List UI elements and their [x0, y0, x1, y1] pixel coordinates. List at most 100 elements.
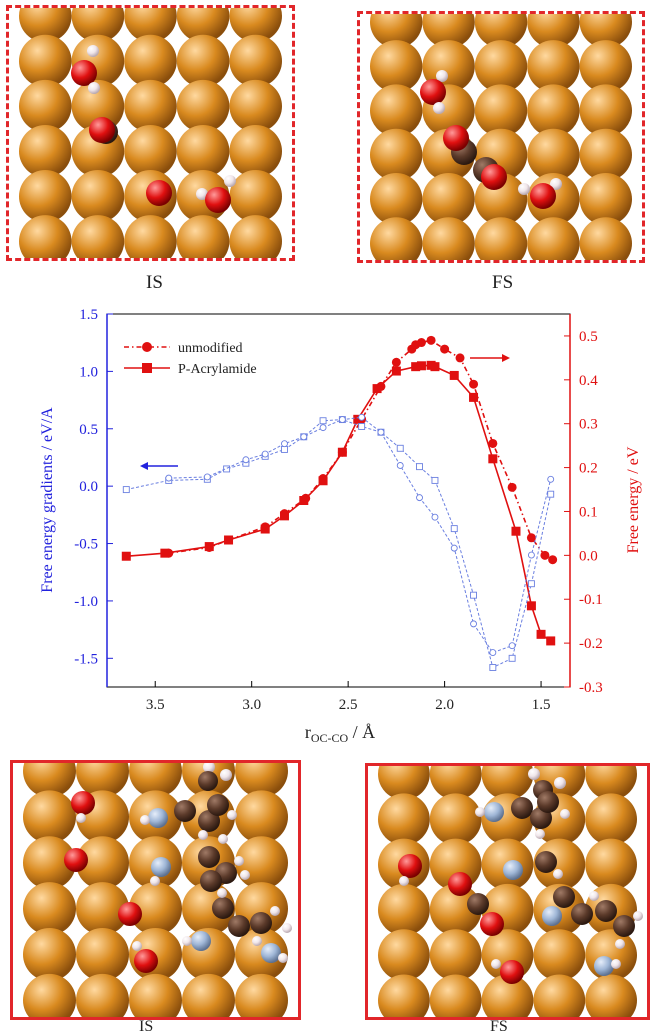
- data-point: [416, 338, 426, 348]
- copper-atom: [585, 766, 637, 800]
- top-right-slab: [360, 14, 642, 260]
- data-point: [358, 423, 366, 430]
- copper-atom: [370, 172, 423, 226]
- data-point: [450, 525, 458, 533]
- copper-atom: [19, 215, 72, 258]
- data-point: [526, 533, 536, 543]
- oxygen-atom: [146, 180, 172, 206]
- nitrogen-atom: [484, 802, 504, 822]
- data-point: [547, 490, 555, 498]
- copper-atom: [579, 128, 632, 182]
- data-point: [489, 649, 497, 657]
- copper-atom: [23, 836, 76, 890]
- x-tick-label: 3.0: [242, 697, 261, 713]
- data-point: [416, 463, 423, 471]
- copper-atom: [481, 766, 534, 800]
- nitrogen-atom: [261, 943, 281, 963]
- y-right-tick-label: 0.4: [579, 373, 598, 389]
- carbon-atom: [174, 800, 196, 822]
- carbon-atom: [207, 794, 229, 816]
- right-axis-arrow: [470, 354, 510, 362]
- data-point: [431, 476, 439, 484]
- y-left-tick-label: -1.5: [74, 651, 98, 667]
- left-y-axis-ticks: 1.5 1.0 0.5 0.0 -0.5 -1.0 -1.5: [74, 307, 113, 667]
- data-point: [121, 551, 131, 561]
- copper-atom: [71, 8, 125, 43]
- data-point: [224, 535, 234, 545]
- y-right-tick-label: -0.1: [579, 592, 603, 608]
- x-tick-label: 1.5: [532, 697, 551, 713]
- nitrogen-atom: [151, 857, 171, 877]
- hydrogen-atom: [615, 939, 625, 949]
- data-point: [547, 475, 555, 483]
- carbon-atom: [228, 915, 250, 937]
- copper-atom: [474, 84, 528, 137]
- hydrogen-atom: [436, 70, 448, 82]
- data-point: [281, 445, 288, 453]
- copper-atom: [378, 929, 430, 982]
- copper-atom: [19, 170, 72, 223]
- legend-label-unmodified: unmodified: [178, 341, 243, 356]
- top-left-caption: IS: [146, 272, 163, 293]
- oxygen-atom: [480, 912, 504, 936]
- copper-atom: [23, 973, 76, 1017]
- right-axis-title: Free energy / eV: [625, 446, 642, 553]
- copper-atom: [533, 929, 586, 982]
- copper-atom: [481, 974, 534, 1017]
- copper-atom: [579, 172, 632, 226]
- y-right-tick-label: 0.1: [579, 504, 598, 520]
- copper-atom: [71, 215, 125, 258]
- data-point: [377, 428, 385, 436]
- carbon-atom: [200, 870, 222, 892]
- hydrogen-atom: [88, 82, 100, 94]
- legend: unmodified P-Acrylamide: [124, 341, 257, 377]
- y-right-tick-label: -0.3: [579, 680, 603, 696]
- data-point: [440, 344, 450, 354]
- oxygen-atom: [64, 848, 88, 872]
- copper-atom: [71, 170, 125, 223]
- series-line-1: [126, 364, 552, 642]
- data-point: [319, 417, 327, 425]
- copper-atom: [422, 172, 475, 226]
- copper-atom: [229, 34, 282, 88]
- hydrogen-atom: [240, 870, 250, 880]
- oxygen-atom: [500, 960, 524, 984]
- oxygen-atom: [481, 164, 507, 190]
- data-point: [391, 357, 401, 367]
- oxygen-atom: [134, 949, 158, 973]
- copper-atom: [527, 14, 580, 49]
- copper-atom: [579, 40, 632, 93]
- copper-atom: [370, 128, 423, 182]
- x-tick-label: 2.5: [339, 697, 358, 713]
- y-left-tick-label: 1.0: [79, 364, 98, 380]
- oxygen-atom: [448, 872, 472, 896]
- hydrogen-atom: [611, 959, 621, 969]
- data-point: [358, 413, 366, 421]
- copper-atom: [585, 838, 637, 891]
- copper-atom: [429, 793, 482, 846]
- data-point: [396, 444, 404, 452]
- carbon-atom: [467, 893, 489, 915]
- copper-atom: [235, 763, 288, 798]
- data-point: [548, 555, 558, 565]
- copper-atom: [370, 40, 423, 93]
- hydrogen-atom: [150, 876, 160, 886]
- hydrogen-atom: [560, 809, 570, 819]
- copper-atom: [585, 929, 637, 982]
- copper-atom: [527, 84, 580, 137]
- data-point: [300, 433, 308, 441]
- data-point: [430, 362, 440, 372]
- copper-atom: [229, 170, 282, 223]
- y-left-tick-label: 1.5: [79, 307, 98, 323]
- data-point: [204, 542, 214, 552]
- copper-atom: [176, 215, 230, 258]
- top-right-slab-panel: [357, 11, 645, 263]
- copper-atom: [585, 974, 637, 1017]
- data-point: [411, 362, 421, 372]
- hydrogen-atom: [589, 891, 599, 901]
- hydrogen-atom: [227, 810, 237, 820]
- copper-atom: [176, 79, 230, 133]
- data-point: [338, 416, 346, 424]
- copper-atom: [235, 790, 288, 844]
- copper-atom: [19, 34, 72, 88]
